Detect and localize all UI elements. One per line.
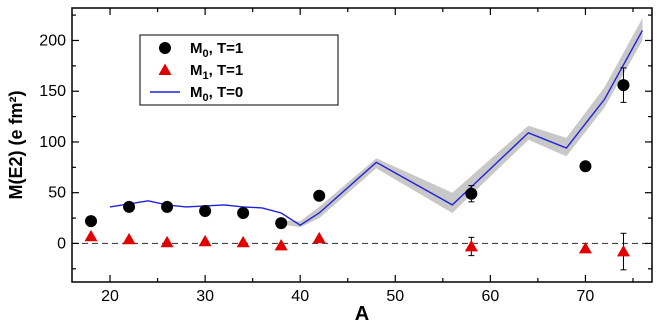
legend-circle-swatch	[159, 42, 171, 54]
data-point-triangle	[84, 229, 98, 242]
y-tick-label: 150	[39, 83, 66, 100]
data-point-circle	[465, 187, 478, 200]
data-point-circle	[579, 160, 592, 173]
x-tick-label: 70	[577, 288, 595, 305]
data-point-triangle	[312, 231, 326, 244]
data-point-triangle	[274, 238, 288, 251]
x-tick-label: 30	[196, 288, 214, 305]
data-point-triangle	[464, 239, 478, 252]
x-tick-label: 60	[481, 288, 499, 305]
y-tick-label: 100	[39, 134, 66, 151]
data-point-triangle	[236, 235, 250, 248]
data-point-triangle	[160, 235, 174, 248]
data-point-circle	[237, 206, 250, 219]
legend: M0, T=1M1, T=1M0, T=0	[139, 34, 339, 106]
ticks-layer: 20 30 40 50 60 70 0 50 100 150 200	[39, 8, 652, 305]
axes-layer	[71, 7, 653, 283]
legend-triangle-swatch	[158, 63, 172, 75]
data-point-circle	[617, 79, 630, 92]
data-point-circle	[123, 200, 136, 213]
y-tick-label: 50	[48, 185, 66, 202]
data-point-circle	[199, 204, 212, 217]
x-tick-label: 40	[291, 288, 309, 305]
uncertainty-band	[281, 18, 643, 228]
data-point-circle	[161, 200, 174, 213]
y-tick-label: 200	[39, 32, 66, 49]
data-point-circle	[85, 215, 98, 228]
data-point-triangle	[616, 245, 630, 257]
plot-frame	[71, 7, 653, 283]
legend-box	[139, 34, 339, 106]
data-point-circle	[275, 217, 288, 230]
legend-label: M0, T=1	[190, 40, 243, 60]
data-point-circle	[313, 189, 326, 202]
data-point-triangle	[122, 232, 136, 245]
data-point-triangle	[578, 242, 592, 254]
y-tick-label: 0	[57, 235, 66, 252]
x-tick-label: 20	[101, 288, 119, 305]
x-axis-title: A	[355, 303, 369, 325]
legend-label: M0, T=0	[190, 84, 243, 104]
legend-label: M1, T=1	[190, 62, 243, 82]
x-tick-label: 50	[386, 288, 404, 305]
point-series-layer	[84, 67, 630, 271]
uncertainty-band-layer	[281, 18, 643, 228]
y-axis-title: M(E2) (e fm²)	[6, 91, 26, 200]
data-point-triangle	[198, 234, 212, 247]
